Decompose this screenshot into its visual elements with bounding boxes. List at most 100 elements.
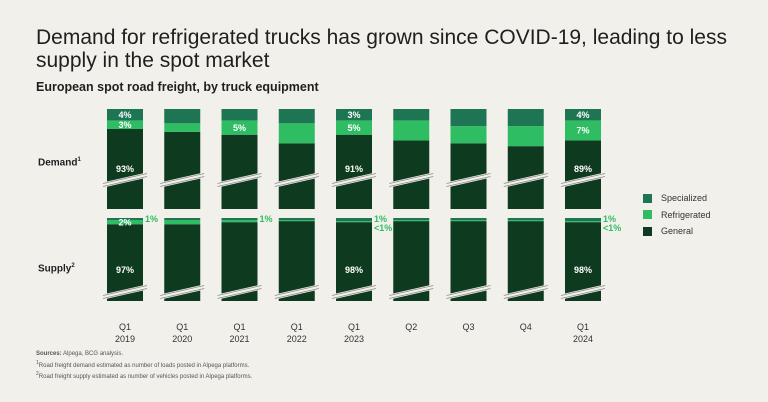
- bar-demand-general-4: [336, 134, 372, 209]
- footnote-sources-text: Alpega, BCG analysis.: [61, 351, 124, 357]
- bar-demand-general-0: [107, 129, 143, 209]
- data-label-demand-specialized-8: 4%: [576, 110, 589, 120]
- bar-demand-specialized-8: [565, 109, 601, 121]
- bar-demand-specialized-7: [507, 109, 544, 127]
- axis-break-bg-supply-2: [216, 284, 263, 300]
- footnote-sources: Sources: Alpega, BCG analysis.: [36, 350, 252, 359]
- data-label-demand-specialized-4: 3%: [347, 110, 360, 120]
- data-label-demand-refrigerated-0: 3%: [118, 120, 131, 130]
- axis-break-line-a-supply-6: [446, 288, 491, 299]
- bar-demand-refrigerated-7: [507, 126, 544, 147]
- axis-break-line-b-supply-5: [389, 285, 434, 296]
- data-label-supply-specialized-0: 1%: [145, 214, 158, 224]
- bar-demand-specialized-4: [336, 109, 372, 121]
- x-tick-period-4: Q1: [348, 322, 360, 332]
- axis-break-bg-supply-6: [445, 284, 492, 300]
- data-label-supply-specialized-4: 1%: [374, 214, 387, 224]
- footnote-1-text: Road freight demand estimated as number …: [38, 362, 250, 369]
- footnote-2: 2Road freight supply estimated as number…: [36, 370, 252, 382]
- axis-break-line-b-demand-1: [160, 173, 205, 184]
- data-label-supply-refrigerated-2: 1%: [260, 214, 273, 224]
- axis-break-line-b-supply-4: [331, 285, 377, 296]
- axis-break-bg-demand-6: [445, 172, 492, 188]
- bar-demand-specialized-6: [450, 109, 487, 127]
- x-tick-period-2: Q1: [233, 322, 245, 332]
- legend-item-specialized: Specialized: [643, 190, 711, 207]
- legend-label-refrigerated: Refrigerated: [661, 209, 711, 220]
- bar-supply-specialized-2: [221, 218, 258, 221]
- footnote-2-text: Road freight supply estimated as number …: [38, 374, 253, 381]
- data-label-demand-general-0: 93%: [116, 164, 134, 174]
- axis-break-line-b-demand-2: [217, 173, 262, 184]
- axis-break-line-b-supply-3: [274, 285, 319, 296]
- bar-demand-refrigerated-0: [107, 120, 143, 129]
- row-label-supply-sup: 2: [71, 263, 75, 269]
- bar-supply-refrigerated-2: [221, 220, 258, 223]
- axis-break-line-b-demand-8: [560, 173, 606, 184]
- bar-demand-refrigerated-5: [393, 120, 430, 141]
- data-label-demand-refrigerated-8: 7%: [576, 126, 589, 136]
- axis-break-bg-supply-0: [102, 284, 148, 300]
- axis-break-line-a-demand-5: [389, 176, 434, 187]
- data-label-demand-specialized-0: 4%: [118, 110, 131, 120]
- x-tick-year-8: 2024: [573, 334, 593, 344]
- bar-supply-specialized-7: [507, 218, 544, 221]
- axis-break-line-a-demand-7: [503, 176, 548, 187]
- axis-break-line-b-supply-1: [160, 285, 205, 296]
- axis-break-line-b-supply-2: [217, 285, 262, 296]
- bar-demand-specialized-2: [221, 109, 258, 121]
- axis-break-line-a-supply-0: [102, 288, 148, 299]
- axis-break-line-a-supply-3: [274, 288, 319, 299]
- axis-break-line-a-supply-1: [160, 288, 205, 299]
- axis-break-bg-demand-1: [159, 172, 205, 188]
- bar-supply-specialized-0: [107, 218, 143, 221]
- bar-demand-refrigerated-2: [221, 120, 258, 135]
- axis-break-bg-demand-3: [274, 172, 320, 188]
- bar-supply-refrigerated-0: [107, 220, 143, 225]
- bar-supply-refrigerated-3: [278, 220, 315, 222]
- x-tick-year-1: 2020: [172, 334, 192, 344]
- axis-break-line-a-supply-2: [217, 288, 262, 299]
- chart-title: Demand for refrigerated trucks has grown…: [36, 26, 727, 72]
- x-tick-year-2: 2021: [229, 334, 249, 344]
- axis-break-line-b-supply-8: [560, 285, 606, 296]
- footnote-sources-label: Sources:: [36, 351, 62, 357]
- bar-supply-refrigerated-7: [507, 220, 544, 222]
- bar-supply-specialized-6: [450, 218, 487, 221]
- data-label-demand-refrigerated-2: 5%: [233, 123, 246, 133]
- axis-break-line-a-supply-4: [331, 288, 377, 299]
- axis-break-bg-demand-5: [388, 172, 434, 188]
- axis-break-line-a-supply-5: [389, 288, 434, 299]
- bar-supply-specialized-8: [565, 218, 601, 222]
- bar-demand-specialized-0: [107, 109, 143, 121]
- legend-swatch-refrigerated: [643, 210, 652, 220]
- bar-demand-refrigerated-3: [278, 123, 315, 144]
- data-label-demand-general-4: 91%: [345, 164, 363, 174]
- row-label-supply: Supply2: [38, 263, 75, 274]
- axis-break-line-a-demand-2: [217, 176, 262, 187]
- bar-supply-refrigerated-5: [393, 220, 430, 222]
- axis-break-bg-supply-4: [331, 284, 377, 300]
- axis-break-line-a-demand-3: [274, 176, 319, 187]
- axis-break-line-b-supply-7: [503, 285, 548, 296]
- x-tick-period-0: Q1: [119, 322, 131, 332]
- bar-demand-specialized-1: [164, 109, 201, 124]
- axis-break-line-b-demand-6: [446, 173, 491, 184]
- bar-demand-refrigerated-4: [336, 120, 372, 135]
- axis-break-line-a-demand-6: [446, 176, 491, 187]
- bar-supply-refrigerated-8: [565, 221, 601, 223]
- axis-break-bg-demand-7: [503, 172, 549, 188]
- data-label-supply-refrigerated-4: <1%: [374, 223, 392, 233]
- data-label-demand-general-8: 89%: [574, 164, 592, 174]
- bar-supply-specialized-3: [278, 218, 315, 221]
- legend-item-general: General: [643, 223, 711, 240]
- bar-supply-refrigerated-1: [164, 220, 201, 225]
- axis-break-line-a-demand-0: [102, 176, 148, 187]
- x-tick-year-0: 2019: [115, 334, 135, 344]
- x-tick-period-3: Q1: [291, 322, 303, 332]
- bar-supply-specialized-5: [393, 218, 430, 221]
- bar-demand-specialized-3: [278, 109, 315, 124]
- axis-break-line-b-demand-7: [503, 173, 548, 184]
- bar-supply-specialized-4: [336, 218, 372, 222]
